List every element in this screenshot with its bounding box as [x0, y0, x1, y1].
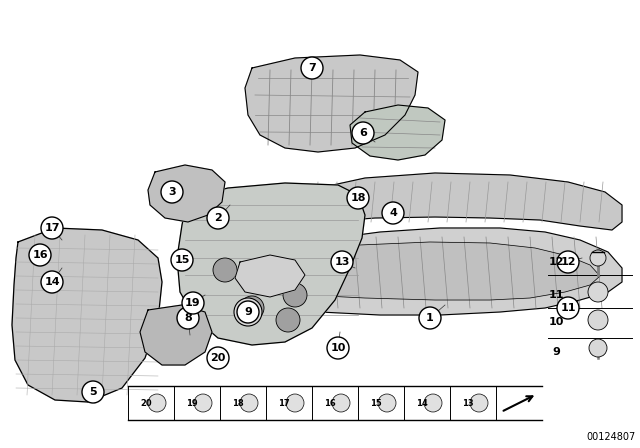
Circle shape	[352, 122, 374, 144]
Text: 10: 10	[330, 343, 346, 353]
Text: 1: 1	[426, 313, 434, 323]
Polygon shape	[177, 183, 365, 345]
Polygon shape	[242, 242, 600, 300]
Polygon shape	[300, 173, 622, 230]
Text: 18: 18	[232, 399, 244, 408]
Circle shape	[470, 394, 488, 412]
Circle shape	[240, 394, 258, 412]
Polygon shape	[245, 55, 418, 152]
Text: 14: 14	[44, 277, 60, 287]
Text: 12: 12	[560, 257, 576, 267]
Text: 13: 13	[334, 257, 349, 267]
Text: 11: 11	[560, 303, 576, 313]
Circle shape	[419, 307, 441, 329]
Circle shape	[301, 57, 323, 79]
Text: 19: 19	[185, 298, 201, 308]
Text: 15: 15	[370, 399, 382, 408]
Text: 14: 14	[416, 399, 428, 408]
Text: 15: 15	[174, 255, 189, 265]
Text: 10: 10	[548, 317, 564, 327]
Text: 16: 16	[324, 399, 336, 408]
Text: 20: 20	[140, 399, 152, 408]
Circle shape	[207, 207, 229, 229]
Circle shape	[82, 381, 104, 403]
Circle shape	[237, 301, 259, 323]
Polygon shape	[235, 255, 305, 297]
Circle shape	[29, 244, 51, 266]
Circle shape	[177, 307, 199, 329]
Text: 3: 3	[168, 187, 176, 197]
Text: 6: 6	[359, 128, 367, 138]
Circle shape	[207, 347, 229, 369]
Circle shape	[327, 337, 349, 359]
Text: 20: 20	[211, 353, 226, 363]
Circle shape	[148, 394, 166, 412]
Text: 13: 13	[462, 399, 474, 408]
Circle shape	[347, 187, 369, 209]
Circle shape	[276, 308, 300, 332]
Circle shape	[171, 249, 193, 271]
Circle shape	[213, 258, 237, 282]
Circle shape	[248, 258, 272, 282]
Circle shape	[332, 394, 350, 412]
Circle shape	[382, 202, 404, 224]
Circle shape	[588, 310, 608, 330]
Circle shape	[240, 296, 264, 320]
Circle shape	[41, 217, 63, 239]
Text: 16: 16	[32, 250, 48, 260]
Circle shape	[589, 339, 607, 357]
Circle shape	[557, 251, 579, 273]
Circle shape	[331, 251, 353, 273]
Text: 00124807: 00124807	[587, 432, 636, 442]
Text: 5: 5	[89, 387, 97, 397]
Circle shape	[182, 292, 204, 314]
Circle shape	[283, 283, 307, 307]
Circle shape	[424, 394, 442, 412]
Circle shape	[41, 271, 63, 293]
Polygon shape	[148, 165, 225, 222]
Text: 7: 7	[308, 63, 316, 73]
Text: 4: 4	[389, 208, 397, 218]
Circle shape	[590, 250, 606, 266]
Circle shape	[588, 282, 608, 302]
Text: 17: 17	[44, 223, 60, 233]
Text: 17: 17	[278, 399, 290, 408]
Text: 9: 9	[244, 307, 252, 317]
Circle shape	[161, 181, 183, 203]
Circle shape	[286, 394, 304, 412]
Polygon shape	[350, 105, 445, 160]
Circle shape	[378, 394, 396, 412]
Polygon shape	[140, 305, 212, 365]
Text: 18: 18	[350, 193, 365, 203]
Circle shape	[194, 394, 212, 412]
Text: 9: 9	[552, 347, 560, 357]
Text: 11: 11	[548, 290, 564, 300]
Polygon shape	[12, 228, 162, 402]
Circle shape	[557, 297, 579, 319]
Circle shape	[234, 298, 262, 326]
Text: 2: 2	[214, 213, 222, 223]
Text: 8: 8	[184, 313, 192, 323]
Polygon shape	[222, 228, 622, 315]
Text: 19: 19	[186, 399, 198, 408]
Text: 12: 12	[548, 257, 564, 267]
